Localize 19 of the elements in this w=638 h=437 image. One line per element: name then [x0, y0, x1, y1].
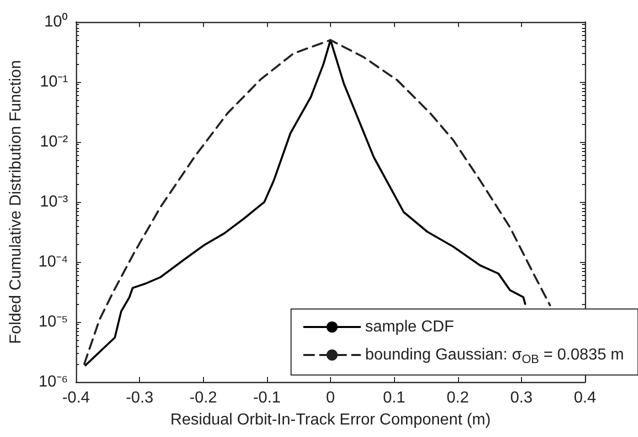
- x-tick-label: -0.4: [62, 390, 90, 406]
- y-tick-label: 10⁻⁴: [38, 254, 68, 270]
- y-tick-label: 10⁻⁶: [38, 374, 68, 390]
- x-tick-label: -0.2: [189, 390, 218, 406]
- x-tick-label: 0.1: [383, 390, 406, 406]
- y-tick-label: 10⁻¹: [40, 74, 68, 90]
- y-axis-title: Folded Cumulative Distribution Function: [8, 60, 24, 344]
- y-tick-label: 10⁻²: [40, 134, 69, 150]
- y-tick-label: 10⁰: [44, 12, 68, 30]
- x-tick-label: 0: [326, 390, 336, 406]
- x-tick-label: 0.2: [446, 390, 469, 406]
- x-tick-label: 0.4: [574, 390, 596, 406]
- x-tick-label: -0.1: [253, 390, 281, 406]
- x-tick-label: -0.3: [126, 390, 154, 406]
- y-tick-label: 10⁻³: [40, 194, 69, 210]
- y-tick-label: 10⁻⁵: [38, 314, 68, 330]
- legend-label: sample CDF: [365, 318, 454, 336]
- x-axis-title: Residual Orbit-In-Track Error Component (m): [170, 412, 491, 428]
- x-tick-label: 0.3: [510, 390, 533, 406]
